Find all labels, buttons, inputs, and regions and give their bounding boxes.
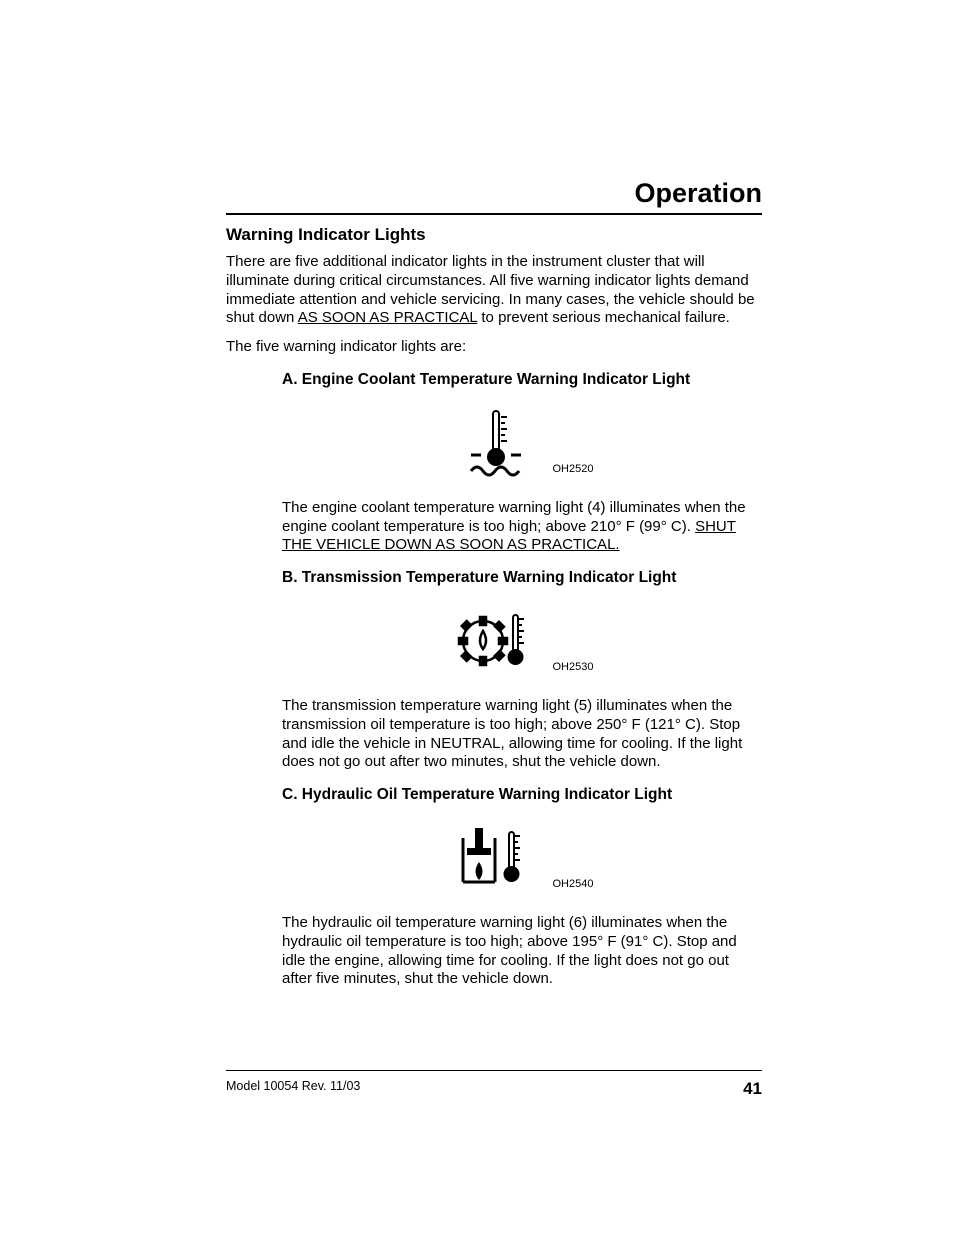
item-c-icon-row: OH2540 <box>282 818 762 898</box>
item-b-text-pre: The transmission temperature warning lig… <box>282 697 742 770</box>
item-c-text: The hydraulic oil temperature warning li… <box>282 914 762 989</box>
intro-text-underlined: AS SOON AS PRACTICAL <box>298 309 478 326</box>
transmission-temp-icon <box>451 601 541 681</box>
intro-paragraph-2: The five warning indicator lights are: <box>226 338 762 357</box>
item-b-icon-row: OH2530 <box>282 601 762 681</box>
footer-rule <box>226 1070 762 1071</box>
hydraulic-oil-temp-icon <box>451 818 541 898</box>
header-rule <box>226 213 762 215</box>
item-b-title: B. Transmission Temperature Warning Indi… <box>282 569 762 587</box>
intro-paragraph: There are five additional indicator ligh… <box>226 253 762 328</box>
item-c-text-pre: The hydraulic oil temperature warning li… <box>282 914 737 987</box>
page-footer: Model 10054 Rev. 11/03 41 <box>226 1070 762 1099</box>
item-a-block: A. Engine Coolant Temperature Warning In… <box>282 371 762 555</box>
footer-left-text: Model 10054 Rev. 11/03 <box>226 1079 360 1099</box>
item-a-icon-row: OH2520 <box>282 403 762 483</box>
item-c-title: C. Hydraulic Oil Temperature Warning Ind… <box>282 786 762 804</box>
item-b-text: The transmission temperature warning lig… <box>282 697 762 772</box>
item-a-text-pre: The engine coolant temperature warning l… <box>282 499 746 535</box>
section-title: Warning Indicator Lights <box>226 225 762 245</box>
chapter-title: Operation <box>226 178 762 209</box>
footer-row: Model 10054 Rev. 11/03 41 <box>226 1079 762 1099</box>
page-content: Operation Warning Indicator Lights There… <box>226 178 762 999</box>
item-a-text: The engine coolant temperature warning l… <box>282 499 762 555</box>
page-number: 41 <box>743 1079 762 1099</box>
item-b-block: B. Transmission Temperature Warning Indi… <box>282 569 762 772</box>
item-a-title: A. Engine Coolant Temperature Warning In… <box>282 371 762 389</box>
coolant-temp-icon <box>451 403 541 483</box>
intro-text-post: to prevent serious mechanical failure. <box>477 309 730 326</box>
item-a-icon-code: OH2520 <box>553 463 594 475</box>
item-c-block: C. Hydraulic Oil Temperature Warning Ind… <box>282 786 762 989</box>
item-b-icon-code: OH2530 <box>553 661 594 673</box>
item-c-icon-code: OH2540 <box>553 878 594 890</box>
